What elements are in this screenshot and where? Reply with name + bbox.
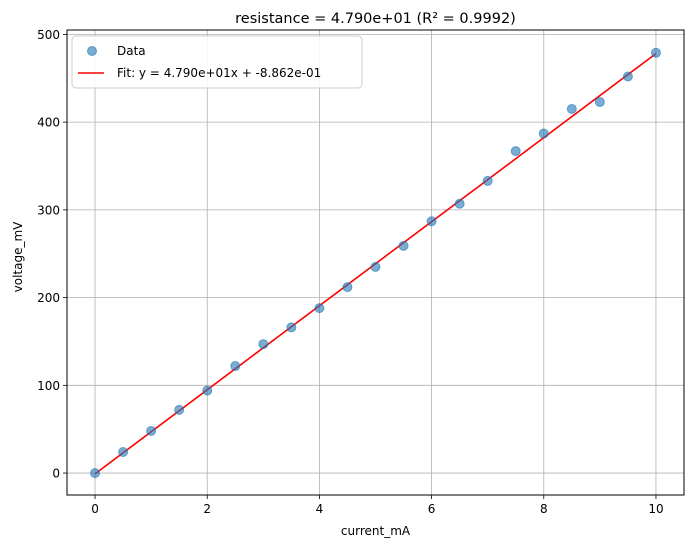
data-point (314, 303, 325, 314)
x-tick-label: 0 (91, 502, 99, 516)
data-point (594, 96, 605, 107)
y-tick-label: 0 (52, 467, 60, 481)
grid (67, 30, 684, 495)
y-tick-label: 100 (37, 379, 60, 393)
y-tick-label: 500 (37, 28, 60, 42)
x-tick-label: 6 (428, 502, 436, 516)
x-tick-label: 8 (540, 502, 548, 516)
y-axis-ticks: 0 100 200 300 400 500 (37, 28, 67, 481)
legend-box (71, 35, 363, 89)
data-point (258, 339, 269, 350)
data-point (146, 425, 157, 436)
plot-frame (66, 29, 685, 496)
data-point (622, 71, 633, 82)
x-axis-ticks: 0 2 4 6 8 10 (91, 495, 664, 516)
y-tick-label: 300 (37, 203, 60, 217)
y-tick-label: 400 (37, 116, 60, 130)
chart-title: resistance = 4.790e+01 (R² = 0.9992) (235, 11, 516, 27)
data-point (118, 447, 129, 458)
data-point (566, 103, 577, 114)
scatter-points (90, 47, 661, 479)
legend-marker-data (87, 46, 97, 56)
data-point (342, 282, 353, 293)
legend-label-fit: Fit: y = 4.790e+01x + -8.862e-01 (117, 66, 321, 80)
data-point (174, 404, 185, 415)
legend: Data Fit: y = 4.790e+01x + -8.862e-01 (71, 35, 363, 89)
x-tick-label: 4 (316, 502, 324, 516)
data-point (510, 146, 521, 157)
data-point (538, 128, 549, 139)
data-point (650, 47, 661, 58)
x-tick-label: 10 (648, 502, 663, 516)
legend-label-data: Data (117, 44, 146, 58)
data-point (454, 198, 465, 209)
x-axis-label: current_mA (341, 524, 411, 538)
data-point (202, 385, 213, 396)
data-point (230, 361, 241, 372)
x-tick-label: 2 (203, 502, 211, 516)
data-point (286, 322, 297, 333)
data-point (482, 175, 493, 186)
data-point (398, 240, 409, 251)
data-point (426, 216, 437, 227)
y-tick-label: 200 (37, 291, 60, 305)
data-point (90, 468, 101, 479)
data-point (370, 261, 381, 272)
y-axis-label: voltage_mV (11, 221, 25, 293)
